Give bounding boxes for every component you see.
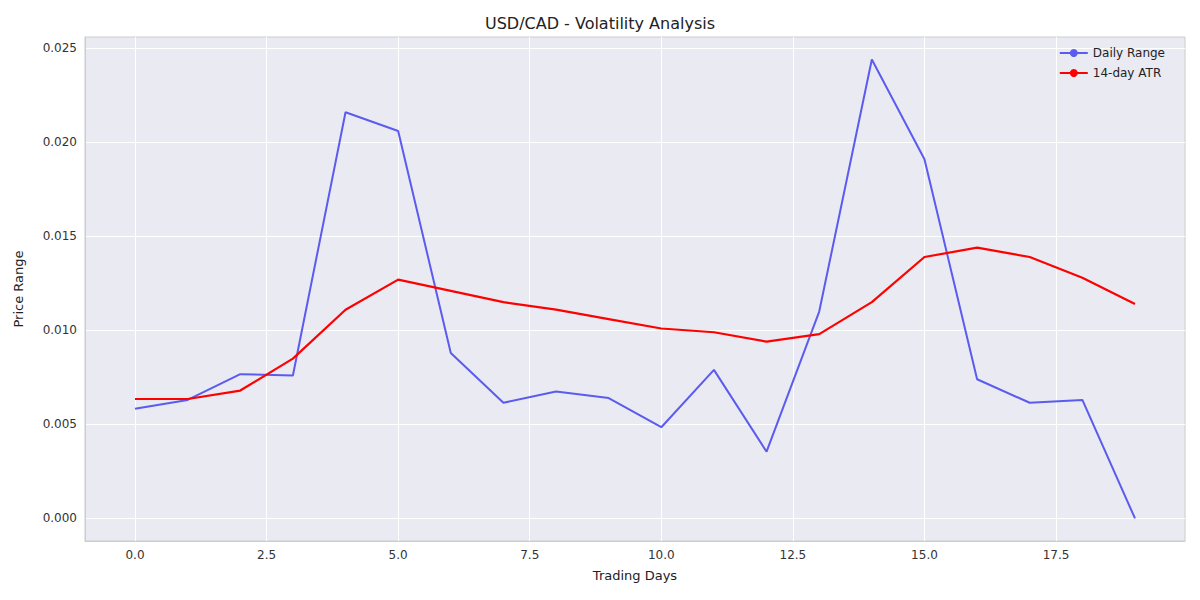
svg-text:0.015: 0.015 (43, 229, 77, 243)
svg-text:Trading Days: Trading Days (592, 568, 677, 583)
svg-text:2.5: 2.5 (257, 548, 276, 562)
svg-text:14-day ATR: 14-day ATR (1093, 66, 1161, 80)
svg-text:0.010: 0.010 (43, 323, 77, 337)
svg-text:0.020: 0.020 (43, 135, 77, 149)
svg-text:7.5: 7.5 (520, 548, 539, 562)
svg-text:USD/CAD - Volatility Analysis: USD/CAD - Volatility Analysis (485, 14, 715, 33)
svg-text:12.5: 12.5 (780, 548, 807, 562)
svg-text:0.0: 0.0 (125, 548, 144, 562)
svg-text:5.0: 5.0 (389, 548, 408, 562)
svg-text:15.0: 15.0 (911, 548, 938, 562)
svg-text:0.000: 0.000 (43, 511, 77, 525)
svg-text:Daily Range: Daily Range (1093, 46, 1165, 60)
svg-text:10.0: 10.0 (648, 548, 675, 562)
svg-text:0.025: 0.025 (43, 41, 77, 55)
svg-text:Price Range: Price Range (11, 250, 26, 327)
svg-text:17.5: 17.5 (1043, 548, 1070, 562)
svg-text:0.005: 0.005 (43, 417, 77, 431)
